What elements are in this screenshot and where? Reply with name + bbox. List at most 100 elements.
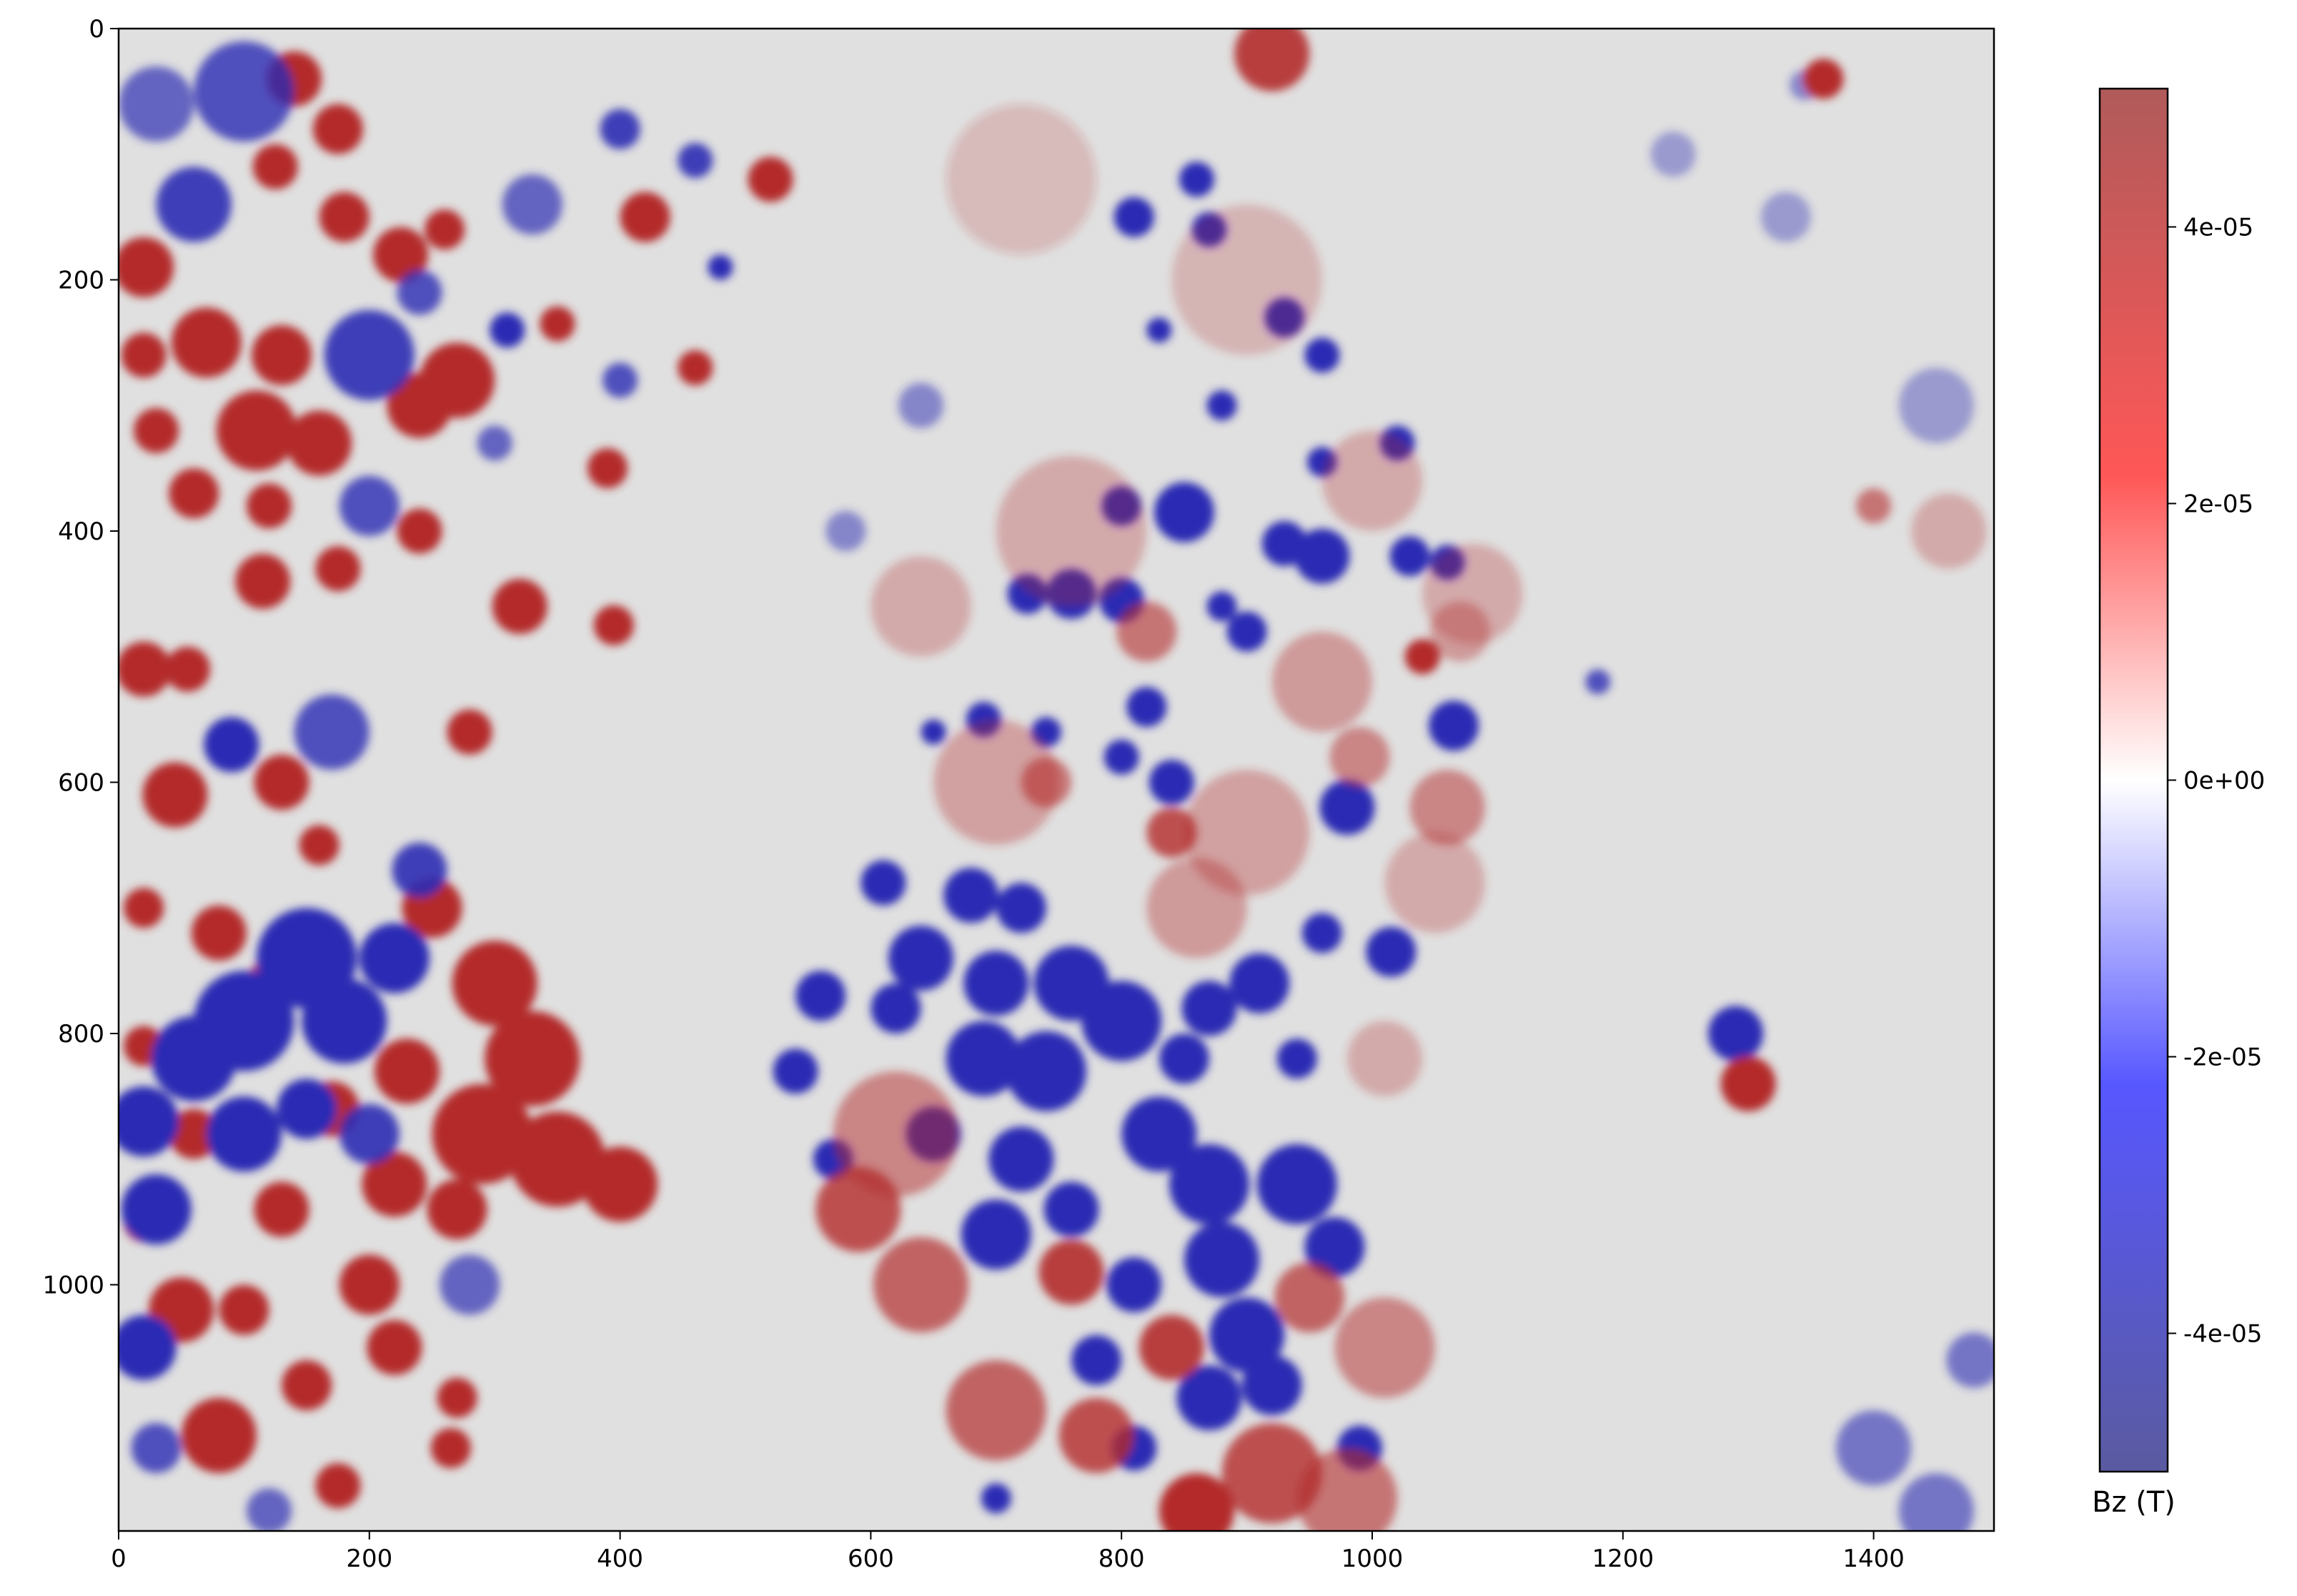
- positive-bz-blob-171: [873, 1236, 969, 1333]
- positive-bz-blob-14: [134, 407, 179, 453]
- negative-bz-blob-71: [204, 717, 259, 773]
- positive-bz-blob-5: [373, 227, 429, 282]
- negative-bz-blob-90: [1113, 197, 1154, 237]
- negative-bz-blob-116: [921, 719, 946, 745]
- positive-bz-blob-45: [427, 1179, 487, 1240]
- negative-bz-blob-82: [339, 1104, 400, 1164]
- x-tick-label: 200: [346, 1545, 392, 1573]
- positive-bz-blob-3: [119, 237, 174, 298]
- negative-bz-blob-86: [440, 1254, 500, 1315]
- positive-bz-blob-50: [219, 1284, 269, 1335]
- negative-bz-blob-60: [156, 167, 232, 242]
- negative-bz-blob-143: [1184, 1221, 1260, 1297]
- negative-bz-blob-70: [339, 475, 400, 536]
- positive-bz-blob-10: [216, 390, 297, 471]
- positive-bz-blob-20: [492, 578, 547, 635]
- negative-bz-blob-80: [206, 1096, 282, 1172]
- positive-bz-blob-33: [191, 905, 247, 961]
- negative-bz-blob-155: [1276, 1039, 1317, 1079]
- axes-frame: [117, 27, 1995, 1532]
- positive-bz-blob-27: [119, 641, 172, 697]
- negative-bz-blob-94: [1304, 337, 1340, 373]
- x-tick-label: 1200: [1592, 1545, 1654, 1573]
- positive-bz-blob-191: [1346, 1021, 1423, 1096]
- positive-bz-blob-169: [1296, 1448, 1398, 1531]
- negative-bz-blob-131: [870, 983, 921, 1034]
- negative-bz-blob-154: [1366, 926, 1417, 977]
- y-tick-label: 200: [58, 267, 104, 295]
- positive-bz-blob-175: [1038, 1239, 1104, 1305]
- positive-bz-blob-199: [1429, 601, 1490, 662]
- positive-bz-blob-38: [485, 1011, 580, 1106]
- colorbar: 4e-05 2e-05 0e+00 -2e-05 -4e-05 Bz (T): [2092, 87, 2265, 1519]
- negative-bz-blob-79: [121, 1174, 192, 1245]
- positive-bz-blob-165: [1720, 1056, 1776, 1111]
- negative-bz-blob-65: [490, 312, 525, 348]
- positive-bz-blob-194: [870, 556, 971, 657]
- positive-bz-blob-177: [1334, 1297, 1435, 1398]
- negative-bz-blob-140: [1169, 1144, 1250, 1225]
- negative-bz-blob-162: [898, 382, 944, 428]
- positive-bz-blob-13: [419, 342, 495, 418]
- negative-bz-blob-158: [1835, 1410, 1912, 1486]
- colorbar-label: Bz (T): [2092, 1486, 2176, 1519]
- negative-bz-blob-108: [1206, 591, 1237, 622]
- negative-bz-blob-111: [1103, 739, 1139, 775]
- negative-bz-blob-152: [1229, 953, 1290, 1013]
- positive-bz-blob-166: [1234, 29, 1310, 91]
- positive-bz-blob-2: [252, 144, 298, 189]
- negative-bz-blob-113: [1428, 700, 1479, 751]
- negative-bz-blob-107: [1226, 611, 1267, 652]
- positive-bz-blob-187: [1146, 858, 1247, 958]
- positive-bz-blob-51: [339, 1254, 400, 1315]
- negative-bz-blob-92: [1146, 317, 1172, 343]
- positive-bz-blob-54: [282, 1360, 332, 1411]
- positive-bz-blob-37: [452, 941, 537, 1026]
- negative-bz-blob-62: [324, 309, 415, 401]
- negative-bz-blob-142: [1304, 1216, 1365, 1277]
- negative-bz-blob-77: [359, 923, 430, 993]
- positive-bz-blob-40: [510, 1111, 605, 1207]
- positive-bz-blob-23: [587, 448, 628, 489]
- colorbar-tick-label: 4e-05: [2183, 214, 2253, 242]
- negative-bz-blob-145: [1176, 1365, 1242, 1431]
- heatmap-axes: 0 200 400 600 800 1000 1200 1400 0 200 400 600 800 1…: [42, 15, 1995, 1573]
- positive-bz-blob-32: [124, 888, 164, 928]
- positive-bz-blob-173: [1058, 1397, 1134, 1474]
- colorbar-tick-label: -4e-05: [2183, 1320, 2262, 1349]
- negative-bz-blob-136: [988, 1126, 1054, 1192]
- positive-bz-blob-164: [1803, 59, 1844, 99]
- positive-bz-blob-193: [933, 719, 1059, 846]
- colorbar-tick-label: 2e-05: [2183, 490, 2253, 519]
- negative-bz-blob-146: [1241, 1355, 1302, 1416]
- positive-bz-blob-26: [748, 157, 793, 202]
- heatmap-field: [119, 29, 1994, 1531]
- negative-bz-blob-139: [1121, 1096, 1197, 1172]
- negative-bz-blob-95: [1206, 390, 1237, 421]
- negative-bz-blob-147: [1106, 1257, 1162, 1313]
- negative-bz-blob-121: [1585, 669, 1611, 695]
- positive-bz-blob-11: [287, 410, 352, 476]
- positive-bz-blob-24: [540, 306, 575, 342]
- colorbar-ticks: 4e-05 2e-05 0e+00 -2e-05 -4e-05: [2168, 214, 2265, 1349]
- positive-bz-blob-15: [169, 468, 219, 519]
- positive-bz-blob-198: [1911, 493, 1987, 569]
- negative-bz-blob-89: [1179, 162, 1215, 197]
- negative-bz-blob-159: [1898, 1473, 1974, 1531]
- negative-bz-blob-112: [1319, 780, 1375, 836]
- x-axis: 0 200 400 600 800 1000 1200 1400: [111, 1531, 1905, 1573]
- positive-bz-blob-182: [1409, 770, 1485, 846]
- negative-bz-blob-76: [302, 978, 387, 1064]
- positive-bz-blob-183: [1384, 832, 1485, 933]
- positive-bz-blob-192: [833, 1071, 959, 1197]
- negative-bz-blob-75: [151, 1016, 237, 1101]
- negative-bz-blob-124: [996, 883, 1046, 933]
- positive-bz-blob-189: [1321, 430, 1423, 531]
- negative-bz-blob-132: [795, 971, 846, 1021]
- positive-bz-blob-181: [1271, 631, 1373, 733]
- negative-bz-blob-103: [1294, 528, 1350, 584]
- negative-bz-blob-84: [131, 1422, 182, 1474]
- positive-bz-blob-21: [593, 605, 634, 645]
- positive-bz-blob-56: [430, 1427, 471, 1469]
